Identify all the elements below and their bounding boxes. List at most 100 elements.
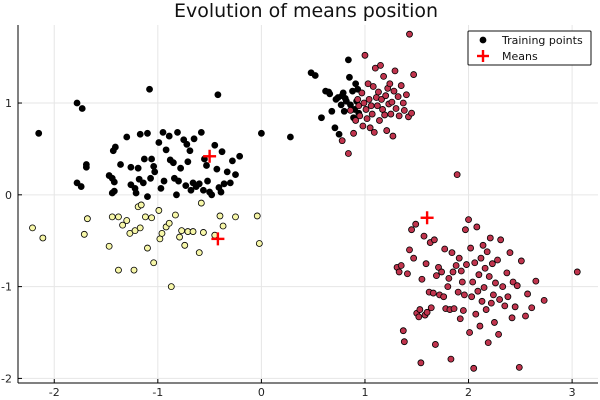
data-point: [137, 201, 145, 209]
data-point: [173, 191, 180, 199]
data-point: [218, 148, 226, 156]
data-point: [506, 249, 514, 257]
data-point: [485, 273, 493, 280]
data-point: [406, 246, 413, 254]
data-point: [376, 117, 383, 124]
data-point: [435, 263, 442, 271]
data-point: [167, 283, 175, 291]
legend-label-training-points: Training points: [501, 34, 583, 47]
data-point: [476, 322, 484, 330]
data-point: [508, 314, 516, 322]
data-point: [487, 299, 495, 307]
data-point: [386, 80, 394, 88]
data-point: [499, 283, 507, 291]
data-point: [364, 80, 372, 88]
data-point: [73, 179, 81, 187]
data-point: [184, 158, 192, 166]
data-point: [257, 129, 265, 137]
data-point: [573, 268, 581, 276]
data-point: [160, 177, 168, 185]
data-point: [311, 72, 319, 79]
data-point: [431, 341, 439, 348]
data-point: [462, 226, 469, 234]
data-point: [195, 249, 203, 257]
data-point: [105, 242, 113, 250]
data-point: [150, 259, 158, 267]
data-point: [399, 99, 407, 107]
data-point: [146, 85, 153, 93]
data-point: [429, 289, 437, 297]
data-point: [395, 112, 403, 120]
data-point: [352, 117, 360, 124]
data-point: [423, 308, 431, 316]
data-point: [117, 161, 124, 168]
data-point: [358, 89, 366, 97]
data-point: [457, 267, 465, 275]
legend-box: [467, 30, 592, 66]
data-point: [232, 213, 239, 221]
data-point: [359, 122, 367, 130]
data-point: [365, 95, 373, 103]
data-point: [151, 168, 159, 176]
data-point: [203, 162, 210, 169]
data-point: [367, 102, 375, 110]
data-point: [78, 105, 86, 112]
data-point: [174, 128, 181, 136]
data-point: [127, 163, 135, 171]
data-point: [172, 211, 179, 219]
data-point: [82, 163, 90, 171]
data-point: [522, 312, 529, 320]
data-point: [105, 172, 113, 179]
data-point: [123, 217, 131, 224]
data-point: [354, 95, 362, 103]
data-point: [144, 244, 151, 252]
data-point: [347, 106, 354, 114]
mean-marker: [203, 149, 217, 163]
data-point: [391, 67, 399, 75]
data-point: [441, 245, 449, 253]
data-point: [119, 221, 127, 229]
data-point: [438, 268, 446, 276]
data-point: [503, 269, 511, 277]
data-point: [449, 268, 457, 276]
data-point: [473, 223, 481, 231]
data-point: [130, 266, 138, 274]
y-tick-label: -2: [1, 372, 12, 385]
mean-marker: [420, 211, 434, 225]
data-point: [165, 219, 173, 227]
data-point: [80, 230, 88, 238]
data-point: [136, 130, 144, 138]
x-tick-label: -2: [49, 386, 60, 399]
data-point: [144, 129, 151, 137]
data-point: [528, 304, 536, 312]
x-tick-label: 3: [569, 386, 576, 399]
data-point: [465, 216, 472, 224]
data-point: [286, 133, 294, 141]
data-point: [150, 162, 158, 170]
data-point: [479, 241, 487, 249]
data-point: [162, 146, 170, 154]
data-point: [397, 262, 405, 269]
data-point: [186, 147, 194, 155]
data-point: [469, 278, 477, 286]
data-point: [35, 129, 43, 137]
data-point: [495, 330, 502, 338]
grid-layer: [18, 25, 598, 383]
data-point: [460, 291, 468, 299]
data-point: [318, 114, 325, 122]
data-point: [139, 179, 147, 187]
data-point: [187, 186, 195, 194]
data-point: [178, 227, 186, 235]
data-point: [165, 132, 173, 140]
data-point: [408, 109, 415, 117]
data-point: [477, 254, 485, 262]
data-point: [458, 278, 466, 286]
data-point: [524, 290, 531, 298]
data-point: [175, 177, 182, 185]
data-point: [108, 213, 116, 221]
data-point: [83, 215, 91, 223]
mean-marker: [211, 232, 225, 246]
data-point: [110, 178, 118, 186]
